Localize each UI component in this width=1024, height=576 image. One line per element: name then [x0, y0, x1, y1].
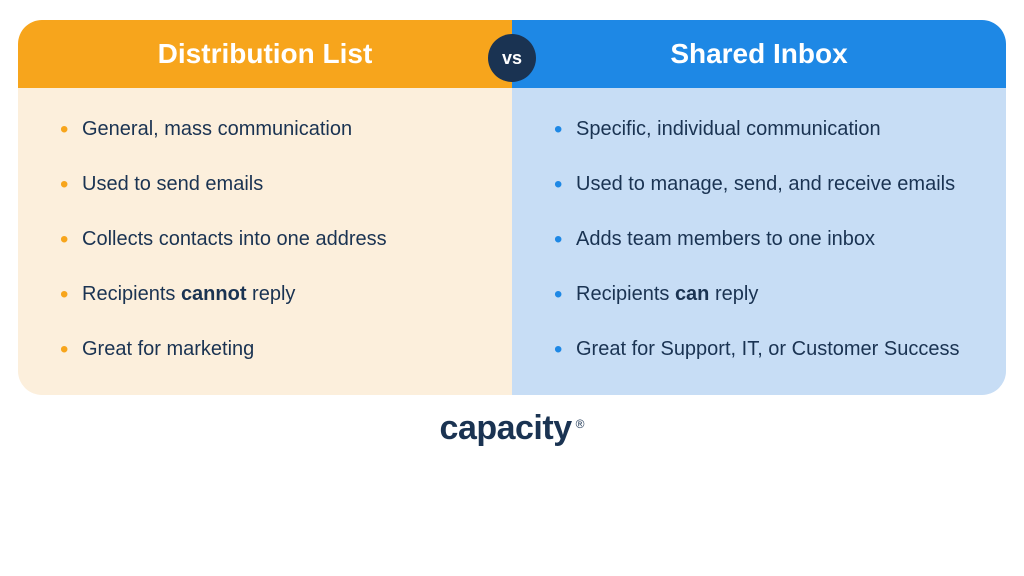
- left-column: Distribution List General, mass communic…: [18, 20, 512, 395]
- vs-badge: vs: [488, 34, 536, 82]
- item-prefix: Recipients: [576, 283, 675, 305]
- left-header: Distribution List: [18, 20, 512, 88]
- item-bold: can: [675, 283, 709, 305]
- logo-text: capacity: [440, 409, 572, 448]
- list-item: General, mass communication: [60, 116, 476, 143]
- logo: capacity ®: [440, 409, 585, 448]
- comparison-table: Distribution List General, mass communic…: [18, 20, 1006, 395]
- item-bold: cannot: [181, 283, 247, 305]
- list-item: Used to send emails: [60, 171, 476, 198]
- right-header: Shared Inbox: [512, 20, 1006, 88]
- right-body: Specific, individual communication Used …: [512, 88, 1006, 395]
- item-suffix: reply: [247, 283, 296, 305]
- item-suffix: reply: [709, 283, 758, 305]
- item-prefix: Recipients: [82, 283, 181, 305]
- list-item: Great for marketing: [60, 336, 476, 363]
- right-list: Specific, individual communication Used …: [554, 116, 970, 363]
- list-item: Used to manage, send, and receive emails: [554, 171, 970, 198]
- logo-registered-icon: ®: [576, 417, 585, 431]
- right-column: Shared Inbox Specific, individual commun…: [512, 20, 1006, 395]
- list-item: Recipients cannot reply: [60, 281, 476, 308]
- list-item: Collects contacts into one address: [60, 226, 476, 253]
- list-item: Specific, individual communication: [554, 116, 970, 143]
- list-item: Adds team members to one inbox: [554, 226, 970, 253]
- list-item: Great for Support, IT, or Customer Succe…: [554, 336, 970, 363]
- left-list: General, mass communication Used to send…: [60, 116, 476, 363]
- list-item: Recipients can reply: [554, 281, 970, 308]
- left-body: General, mass communication Used to send…: [18, 88, 512, 395]
